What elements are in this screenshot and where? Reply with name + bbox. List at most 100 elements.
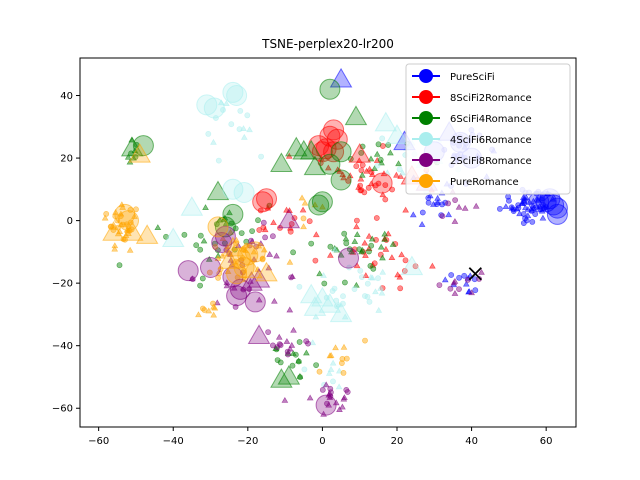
data-point — [244, 112, 251, 119]
data-point — [451, 289, 459, 296]
large-point — [161, 227, 185, 248]
data-point — [393, 171, 400, 178]
x-tick-label: −60 — [88, 436, 109, 447]
large-point — [120, 136, 144, 157]
y-tick-label: −60 — [52, 404, 73, 415]
large-point — [252, 191, 274, 213]
data-point — [270, 219, 277, 226]
data-point — [308, 240, 315, 247]
data-point — [289, 273, 296, 280]
data-point — [320, 272, 327, 278]
data-point — [269, 233, 276, 240]
data-point — [502, 203, 510, 210]
data-point — [369, 274, 376, 281]
data-point — [332, 344, 339, 351]
data-point — [451, 218, 459, 224]
data-point — [288, 221, 295, 227]
data-point — [319, 386, 326, 393]
large-point — [303, 296, 327, 316]
legend-item: 4SciFi6Romance — [412, 132, 532, 146]
data-point — [366, 248, 372, 255]
legend-item: 8SciFi2Romance — [412, 90, 532, 104]
data-point — [379, 191, 387, 198]
data-point — [226, 209, 233, 216]
legend-item: 2SciFi8Romance — [412, 153, 532, 167]
data-point — [379, 254, 386, 261]
data-point — [322, 381, 330, 388]
data-point — [313, 362, 319, 368]
data-point — [341, 279, 348, 286]
data-point — [199, 305, 206, 312]
legend-label: 8SciFi2Romance — [450, 93, 532, 104]
data-point — [374, 162, 381, 169]
data-point — [357, 267, 364, 274]
data-point — [362, 337, 368, 344]
data-point — [452, 197, 458, 203]
large-point — [233, 182, 255, 203]
data-point — [111, 242, 119, 249]
large-point — [226, 85, 248, 106]
legend-label: 6SciFi4Romance — [450, 114, 532, 125]
data-point — [261, 226, 269, 233]
data-point — [367, 180, 375, 187]
data-point — [539, 214, 547, 221]
large-point — [319, 153, 341, 175]
data-point — [409, 211, 417, 218]
data-point — [228, 121, 235, 128]
data-point — [337, 251, 345, 258]
large-point — [203, 97, 225, 119]
data-point — [378, 159, 385, 166]
data-point — [306, 218, 313, 225]
data-point — [296, 283, 303, 290]
data-point — [478, 268, 485, 275]
data-point — [188, 275, 196, 282]
data-point — [309, 339, 317, 346]
data-point — [455, 203, 463, 210]
data-point — [375, 141, 382, 148]
data-point — [394, 271, 401, 278]
data-point — [283, 338, 291, 344]
data-point — [353, 231, 361, 238]
data-point — [395, 160, 402, 167]
data-point — [381, 235, 389, 242]
data-point — [250, 248, 258, 255]
data-point — [303, 338, 310, 345]
large-point — [311, 141, 333, 163]
data-point — [249, 228, 255, 234]
large-point — [323, 141, 345, 163]
data-point — [366, 298, 373, 305]
large-point — [319, 78, 341, 100]
data-point — [316, 270, 323, 277]
data-point — [339, 403, 346, 410]
legend-label: 2SciFi8Romance — [450, 156, 532, 167]
large-point — [546, 197, 568, 219]
data-point — [382, 196, 389, 203]
data-point — [373, 215, 380, 221]
data-point — [461, 204, 469, 211]
data-point — [341, 313, 349, 320]
data-point — [273, 252, 280, 259]
data-point — [365, 232, 373, 239]
data-point — [358, 248, 365, 255]
data-point — [353, 163, 360, 170]
data-point — [266, 250, 274, 257]
legend-box — [405, 63, 571, 195]
data-point — [439, 213, 446, 219]
data-point — [274, 344, 280, 351]
data-point — [468, 289, 475, 296]
large-point — [177, 260, 199, 282]
data-point — [301, 199, 309, 206]
data-point — [262, 234, 268, 241]
data-point — [368, 242, 375, 249]
large-point — [299, 139, 323, 160]
large-point — [118, 210, 139, 232]
data-point — [325, 401, 333, 408]
data-point — [445, 211, 453, 218]
large-point — [270, 368, 293, 388]
data-point — [319, 203, 326, 210]
data-point — [335, 367, 343, 374]
data-point — [520, 194, 528, 201]
data-point — [205, 307, 213, 314]
data-point — [289, 362, 296, 369]
